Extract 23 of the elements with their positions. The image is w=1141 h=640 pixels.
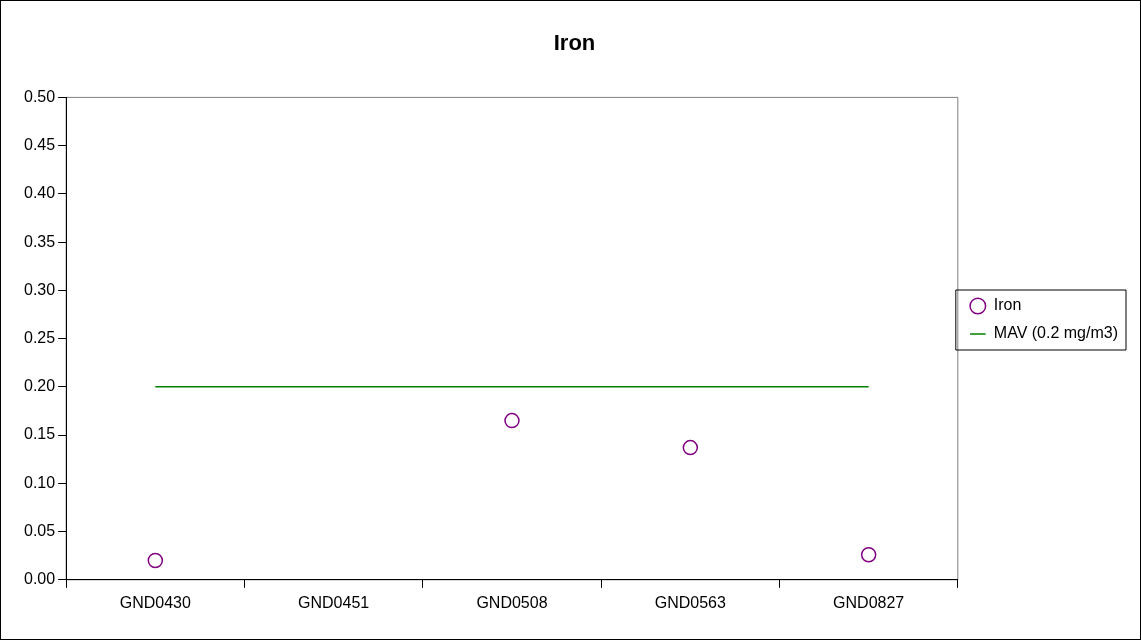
y-tick-label: 0.25 <box>24 329 56 347</box>
point <box>860 546 877 563</box>
y-tick-label: 0.50 <box>24 87 56 105</box>
x-tick-label: GND0508 <box>476 593 548 611</box>
y-tick-label: 0.15 <box>24 425 56 443</box>
y-tick-label: 0.35 <box>24 232 56 250</box>
x-tick-label: GND0827 <box>833 593 905 611</box>
point <box>147 552 164 569</box>
y-tick-label: 0.00 <box>24 570 56 588</box>
y-tick-label: 0.30 <box>24 280 56 298</box>
x-tick-label: GND0451 <box>298 593 370 611</box>
y-tick-label: 0.10 <box>24 473 56 491</box>
chart-title: Iron <box>553 30 596 56</box>
x-tick-label: GND0430 <box>119 593 191 611</box>
point <box>682 439 699 456</box>
y-tick-label: 0.45 <box>24 136 56 154</box>
legend-label: Iron <box>993 296 1022 314</box>
legend-label: MAV (0.2 mg/m3) <box>993 324 1118 342</box>
x-tick-label: GND0563 <box>654 593 726 611</box>
y-tick-label: 0.40 <box>24 184 56 202</box>
y-tick-label: 0.05 <box>24 521 56 539</box>
y-tick-label: 0.20 <box>24 377 56 395</box>
point <box>504 412 520 429</box>
